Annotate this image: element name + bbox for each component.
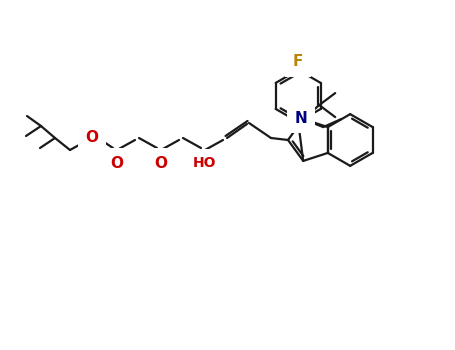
Text: HO: HO [192,156,218,172]
Text: N: N [295,111,308,126]
Text: O: O [155,155,167,170]
Text: HO: HO [193,156,217,170]
Text: F: F [293,54,303,69]
Text: O: O [155,156,167,172]
Text: O: O [111,155,123,170]
Text: O: O [86,131,98,146]
Text: O: O [111,156,123,172]
Text: O: O [86,131,98,146]
